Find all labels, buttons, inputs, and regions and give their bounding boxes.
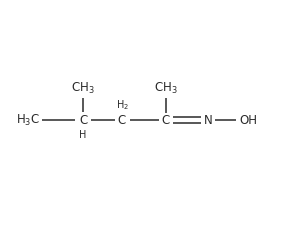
Text: N: N bbox=[204, 114, 212, 126]
Text: H$_2$: H$_2$ bbox=[115, 98, 128, 112]
Text: C: C bbox=[118, 114, 126, 126]
Text: C: C bbox=[79, 114, 87, 126]
Text: C: C bbox=[162, 114, 170, 126]
Text: CH$_3$: CH$_3$ bbox=[71, 80, 95, 96]
Text: H$_3$C: H$_3$C bbox=[16, 112, 40, 128]
Text: H: H bbox=[79, 130, 87, 140]
Text: CH$_3$: CH$_3$ bbox=[154, 80, 178, 96]
Text: OH: OH bbox=[239, 114, 257, 126]
